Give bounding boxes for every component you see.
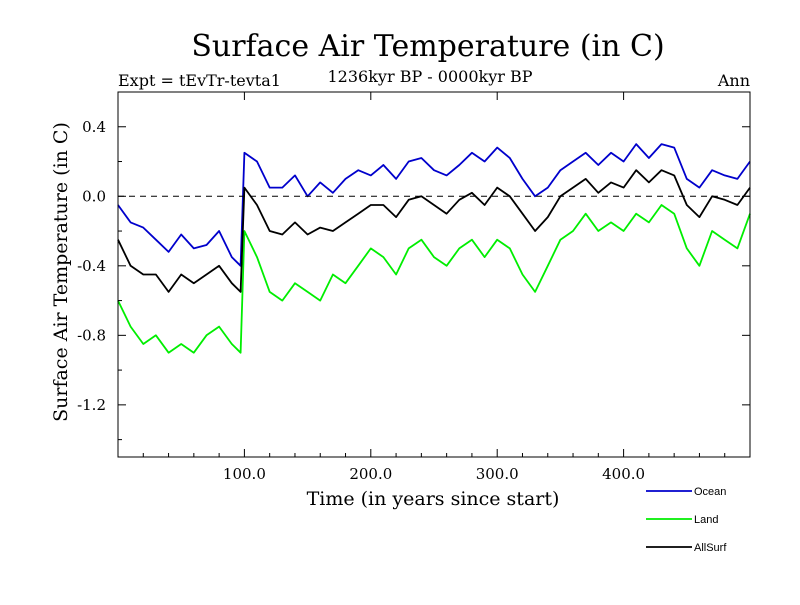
- x-axis-label: Time (in years since start): [307, 488, 560, 510]
- series-line-allsurf: [117, 169, 751, 293]
- legend-label-allsurf: AllSurf: [694, 542, 727, 554]
- legend-label-land: Land: [694, 514, 718, 526]
- y-axis: 0.4 0.0 -0.4 -0.8 -1.2: [77, 91, 750, 441]
- y-tick-label: 0.0: [82, 187, 106, 205]
- y-tick-label: -0.8: [77, 326, 106, 344]
- chart-legend: Ocean Land AllSurf: [646, 486, 727, 554]
- legend-label-ocean: Ocean: [694, 486, 726, 498]
- y-tick-label: -1.2: [77, 396, 106, 414]
- x-tick-label: 200.0: [349, 465, 392, 483]
- experiment-label: Expt = tEvTr-tevta1: [118, 71, 281, 90]
- y-tick-label: 0.4: [82, 118, 106, 136]
- chart-subtitle: 1236kyr BP - 0000kyr BP: [328, 67, 533, 86]
- chart-title: Surface Air Temperature (in C): [191, 29, 664, 64]
- x-tick-label: 300.0: [476, 465, 519, 483]
- plot-frame: [117, 91, 751, 458]
- series-line-land: [117, 204, 751, 354]
- series-line-ocean: [117, 143, 751, 267]
- plot-area: [117, 91, 751, 458]
- x-tick-label: 400.0: [602, 465, 645, 483]
- y-tick-label: -0.4: [77, 257, 106, 275]
- season-label: Ann: [717, 71, 750, 90]
- x-axis: 100.0 200.0 300.0 400.0: [142, 92, 726, 483]
- x-tick-label: 100.0: [223, 465, 266, 483]
- y-axis-label: Surface Air Temperature (in C): [50, 122, 72, 422]
